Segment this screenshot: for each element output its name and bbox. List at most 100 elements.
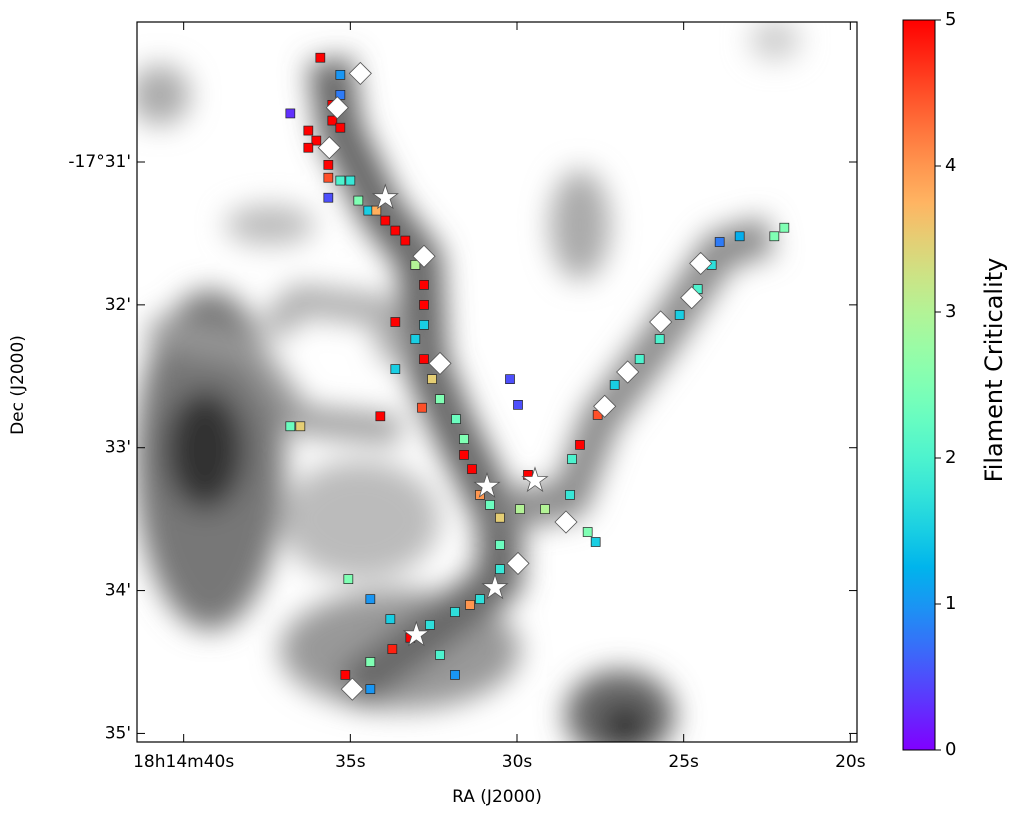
- filament-pixel: [540, 504, 550, 514]
- diamond-marker: [554, 510, 578, 534]
- filament-pixel: [425, 620, 435, 630]
- star-marker: [402, 620, 430, 647]
- filament-pixel: [365, 594, 376, 604]
- star-marker: [473, 472, 501, 498]
- filament-pixel: [459, 434, 469, 444]
- x-tick-label: 18h14m40s: [133, 752, 234, 772]
- filament-pixel: [285, 108, 296, 119]
- filament-pixel: [363, 205, 374, 216]
- x-tick-label: 30s: [502, 752, 533, 772]
- filament-pixel: [380, 215, 391, 226]
- filament-pixel: [335, 175, 346, 186]
- x-axis-label: RA (J2000): [452, 787, 542, 807]
- filament-pixel: [475, 594, 485, 604]
- diamond-marker: [616, 360, 640, 384]
- filament-pixel: [335, 70, 346, 80]
- filament-pixel: [419, 320, 429, 330]
- star-marker: [521, 466, 549, 493]
- filament-pixel: [654, 334, 665, 344]
- star-marker: [371, 183, 399, 210]
- colorbar-tick-label: 4: [945, 155, 956, 176]
- filament-pixel: [365, 657, 376, 667]
- filament-pixel: [714, 237, 725, 247]
- colorbar-tick-label: 1: [945, 593, 956, 614]
- filament-pixel: [335, 122, 346, 133]
- filament-pixel: [390, 317, 401, 327]
- diamond-marker: [593, 394, 617, 418]
- filament-pixel: [495, 540, 505, 550]
- filament-pixel: [734, 231, 745, 242]
- filament-pixel: [495, 564, 505, 574]
- filament-pixel: [582, 527, 593, 537]
- filament-pixel: [505, 374, 515, 384]
- y-tick-label: 32': [105, 295, 131, 315]
- diamond-marker: [348, 61, 372, 85]
- x-tick-label: 35s: [335, 752, 366, 772]
- filament-pixel: [419, 280, 429, 290]
- plot-frame: [136, 21, 858, 743]
- y-tick-label: 34': [105, 581, 131, 601]
- filament-pixel: [400, 235, 411, 246]
- filament-pixel: [769, 231, 780, 242]
- filament-pixel: [419, 354, 429, 364]
- filament-pixel: [419, 300, 429, 310]
- filament-pixel: [295, 421, 306, 432]
- filament-pixel: [465, 600, 475, 610]
- filament-pixel: [459, 450, 469, 460]
- diamond-marker: [325, 96, 349, 120]
- filament-pixel: [485, 500, 495, 510]
- filament-pixel: [323, 172, 334, 183]
- filament-pixel: [327, 115, 338, 126]
- filament-pixel: [365, 684, 376, 694]
- filament-pixel: [323, 192, 334, 203]
- diamond-marker: [689, 251, 713, 275]
- diamond-marker: [680, 286, 704, 310]
- colorbar-tick-label: 0: [945, 739, 956, 760]
- filament-pixel: [343, 574, 354, 584]
- filament-pixel: [451, 414, 461, 424]
- filament-pixel: [417, 402, 427, 413]
- filament-pixel: [779, 222, 790, 233]
- filament-pixel: [285, 421, 296, 432]
- filament-pixel: [345, 175, 356, 186]
- diamond-marker: [340, 677, 364, 701]
- star-marker: [481, 573, 509, 600]
- filament-pixel: [340, 670, 351, 680]
- filament-pixel: [450, 607, 460, 617]
- filament-pixel: [513, 400, 523, 410]
- filament-pixel: [495, 512, 505, 523]
- colorbar-tick-label: 5: [945, 9, 956, 30]
- filament-pixel: [371, 205, 382, 216]
- filament-pixel: [410, 334, 421, 344]
- x-tick-label: 20s: [835, 752, 866, 772]
- filament-pixel: [387, 644, 398, 654]
- filament-pixel: [427, 374, 437, 384]
- filament-pixel: [634, 354, 645, 364]
- y-tick-label: 33': [105, 438, 131, 458]
- diamond-marker: [506, 551, 530, 575]
- filament-pixel: [311, 135, 322, 146]
- marks: [285, 52, 790, 701]
- filament-pixel: [565, 490, 575, 500]
- y-tick-label: -17°31': [68, 152, 131, 172]
- colorbar-label: Filament Criticality: [980, 258, 1008, 483]
- filament-pixel: [567, 454, 577, 464]
- y-tick-label: 35': [105, 723, 131, 743]
- y-axis-label: Dec (J2000): [8, 335, 28, 435]
- filament-pixel: [575, 440, 585, 450]
- filament-pixel: [353, 195, 364, 206]
- filament-pixel: [385, 614, 396, 624]
- filament-pixel: [435, 650, 445, 660]
- filament-pixel: [390, 225, 401, 236]
- filament-pixel: [467, 464, 477, 474]
- filament-pixel: [674, 310, 685, 320]
- filament-pixel: [609, 380, 620, 390]
- colorbar-tick-label: 2: [945, 447, 956, 468]
- diamond-marker: [649, 310, 673, 334]
- diamond-marker: [428, 351, 452, 375]
- diamond-marker: [412, 244, 436, 268]
- filament-pixel: [303, 125, 314, 136]
- filament-pixel: [303, 142, 314, 153]
- column-density-map: [137, 22, 800, 742]
